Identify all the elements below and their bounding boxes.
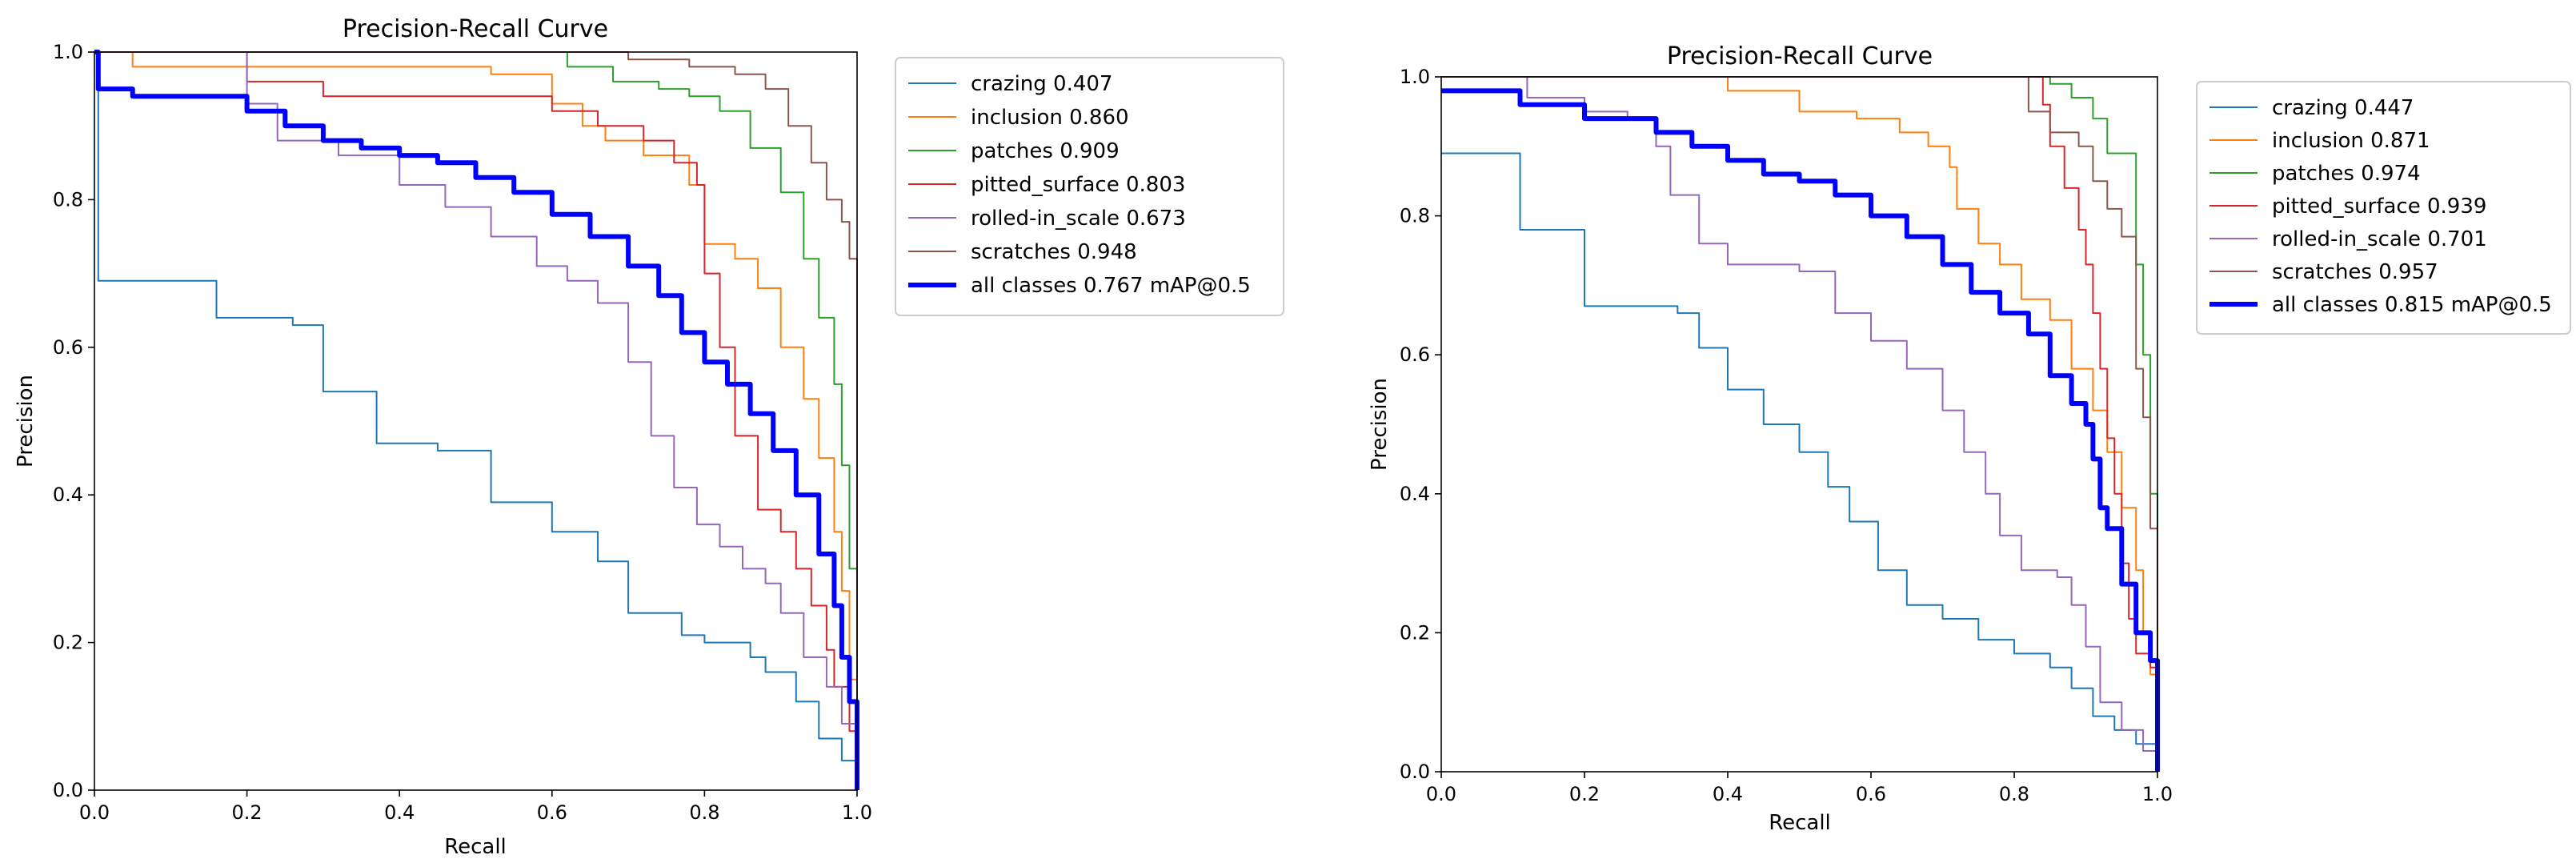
x-tick-label-right: 1.0 bbox=[2142, 783, 2173, 805]
y-tick-label-right: 1.0 bbox=[1400, 66, 1430, 88]
legend-label-left-4: rolled-in_scale 0.673 bbox=[971, 207, 1186, 231]
series-line-right-0 bbox=[1441, 152, 2158, 772]
y-axis-label-left: Precision bbox=[14, 375, 38, 468]
series-line-right-2 bbox=[1441, 76, 2158, 772]
chart-title-right: Precision-Recall Curve bbox=[1667, 42, 1933, 70]
x-tick-label-left: 0.4 bbox=[384, 801, 415, 824]
y-tick-label-right: 0.6 bbox=[1400, 343, 1430, 366]
plot-frame-left bbox=[94, 51, 858, 791]
legend-box-left bbox=[895, 57, 1284, 316]
y-tick-label-left: 0.0 bbox=[53, 779, 83, 801]
x-tick-label-left: 1.0 bbox=[842, 801, 872, 824]
x-tick-label-right: 0.6 bbox=[1856, 783, 1886, 805]
x-tick-label-right: 0.0 bbox=[1426, 783, 1456, 805]
legend-label-left-6: all classes 0.767 mAP@0.5 bbox=[971, 274, 1251, 298]
series-line-right-4 bbox=[1441, 76, 2158, 772]
y-tick-label-right: 0.4 bbox=[1400, 483, 1430, 505]
chart-left: 0.0 0.2 0.4 0.6 0.8 1.0 0.0 0.2 0.4 0.6 0.8 1.0 Pre… bbox=[14, 15, 1284, 859]
series-layer-right bbox=[1441, 76, 2160, 772]
ticks-right: 0.0 0.2 0.4 0.6 0.8 1.0 0.0 0.2 0.4 0.6 0.8 1.0 bbox=[1400, 66, 2173, 805]
x-tick-label-left: 0.6 bbox=[537, 801, 567, 824]
legend-left: crazing 0.407 inclusion 0.860 patches 0.90… bbox=[895, 57, 1284, 316]
legend-box-right bbox=[2196, 81, 2571, 335]
series-line-left-0 bbox=[94, 51, 858, 790]
x-tick-label-left: 0.2 bbox=[232, 801, 262, 824]
legend-label-right-2: patches 0.974 bbox=[2272, 162, 2421, 186]
legend-label-right-0: crazing 0.447 bbox=[2272, 96, 2414, 120]
series-line-left-5 bbox=[94, 51, 858, 790]
plot-frame-right bbox=[1440, 76, 2158, 773]
y-tick-label-left: 0.2 bbox=[53, 632, 83, 654]
x-axis-label-right: Recall bbox=[1769, 811, 1831, 835]
legend-label-left-1: inclusion 0.860 bbox=[971, 106, 1129, 130]
y-tick-label-left: 1.0 bbox=[53, 41, 83, 63]
legend-label-right-3: pitted_surface 0.939 bbox=[2272, 195, 2486, 219]
series-line-right-1 bbox=[1441, 76, 2158, 772]
y-tick-label-right: 0.0 bbox=[1400, 761, 1430, 783]
legend-label-left-2: patches 0.909 bbox=[971, 139, 1120, 163]
legend-label-left-0: crazing 0.407 bbox=[971, 72, 1112, 96]
legend-label-right-6: all classes 0.815 mAP@0.5 bbox=[2272, 293, 2552, 317]
x-tick-label-right: 0.8 bbox=[1999, 783, 2029, 805]
x-tick-label-right: 0.2 bbox=[1569, 783, 1600, 805]
x-axis-label-left: Recall bbox=[444, 835, 507, 859]
series-line-right-6 bbox=[1441, 88, 2160, 772]
x-tick-label-left: 0.8 bbox=[689, 801, 719, 824]
chart-right: 0.0 0.2 0.4 0.6 0.8 1.0 0.0 0.2 0.4 0.6 0.8 1.0 Pre… bbox=[1368, 42, 2571, 835]
y-axis-label-right: Precision bbox=[1368, 378, 1392, 471]
legend-label-right-4: rolled-in_scale 0.701 bbox=[2272, 227, 2487, 251]
series-line-left-6 bbox=[94, 50, 859, 790]
series-line-left-1 bbox=[94, 51, 858, 790]
legend-label-right-1: inclusion 0.871 bbox=[2272, 129, 2430, 153]
series-layer-left bbox=[94, 50, 859, 790]
legend-label-left-5: scratches 0.948 bbox=[971, 240, 1137, 264]
ticks-left: 0.0 0.2 0.4 0.6 0.8 1.0 0.0 0.2 0.4 0.6 0.8 1.0 bbox=[53, 41, 872, 824]
x-tick-label-left: 0.0 bbox=[79, 801, 110, 824]
legend-label-right-5: scratches 0.957 bbox=[2272, 260, 2438, 284]
legend-label-left-3: pitted_surface 0.803 bbox=[971, 173, 1185, 197]
series-line-left-3 bbox=[94, 51, 858, 790]
legend-right: crazing 0.447 inclusion 0.871 patches 0.97… bbox=[2196, 81, 2571, 335]
chart-title-left: Precision-Recall Curve bbox=[343, 15, 608, 43]
series-line-right-5 bbox=[1441, 76, 2158, 772]
series-line-left-2 bbox=[94, 51, 858, 790]
y-tick-label-right: 0.8 bbox=[1400, 205, 1430, 227]
y-tick-label-right: 0.2 bbox=[1400, 621, 1430, 644]
y-tick-label-left: 0.8 bbox=[53, 188, 83, 211]
y-tick-label-left: 0.6 bbox=[53, 336, 83, 359]
x-tick-label-right: 0.4 bbox=[1713, 783, 1743, 805]
y-tick-label-left: 0.4 bbox=[53, 484, 83, 506]
